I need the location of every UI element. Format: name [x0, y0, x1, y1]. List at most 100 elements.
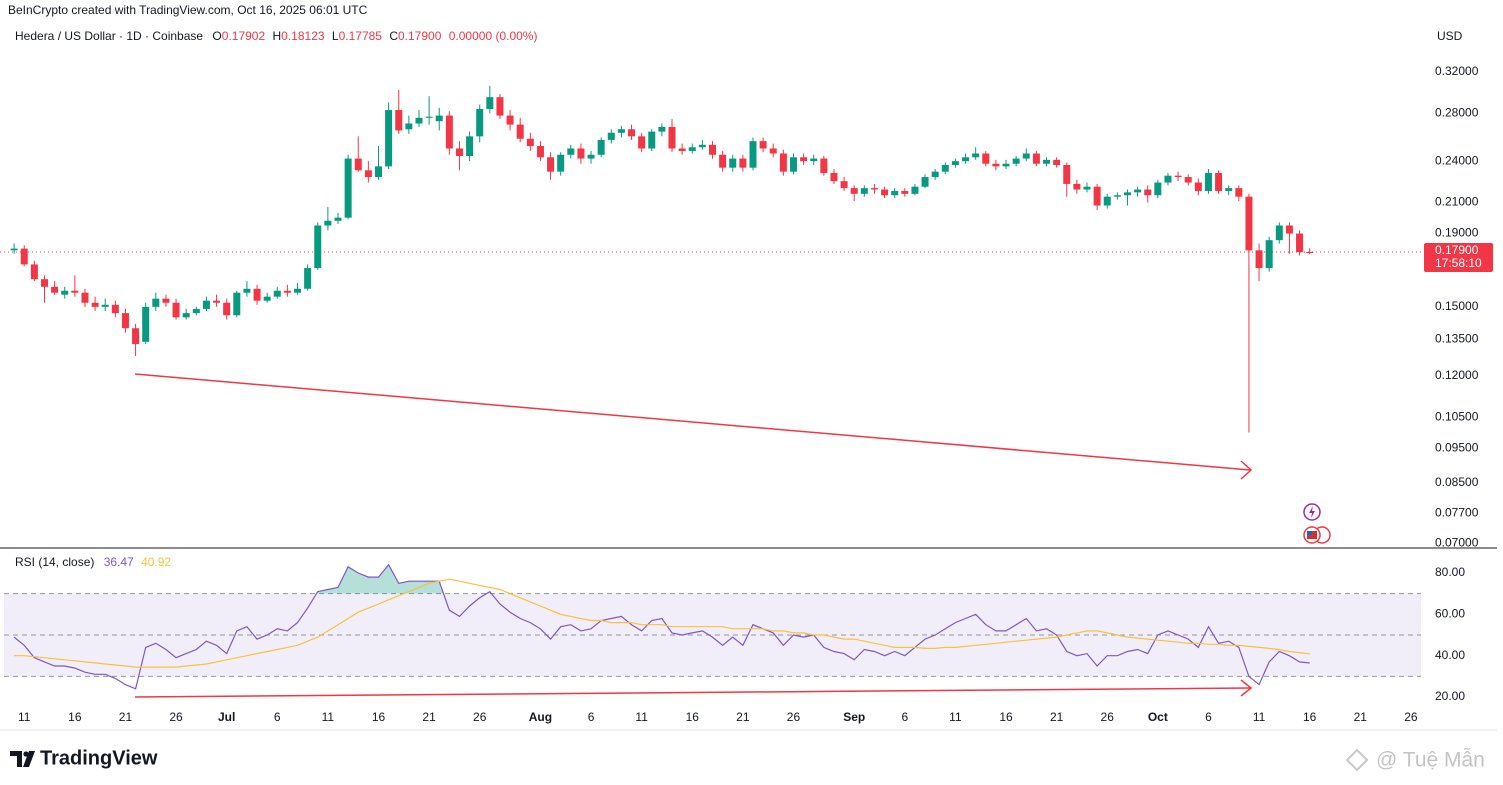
candle-body — [840, 181, 848, 189]
candle-body — [1235, 188, 1243, 197]
candle-body — [628, 129, 636, 137]
y-tick-label: 0.12000 — [1435, 368, 1479, 382]
y-tick-label: 20.00 — [1435, 689, 1465, 703]
ohlc-value: 0.17902 — [222, 29, 266, 43]
candle-body — [152, 298, 160, 307]
candle-body — [547, 157, 555, 172]
candle-body — [709, 144, 716, 155]
candle-body — [860, 188, 868, 194]
candle-body — [536, 146, 544, 158]
ohlc-key: L — [332, 29, 339, 43]
x-tick-label: 16 — [999, 710, 1013, 724]
logo-mark — [10, 751, 22, 767]
candle-body — [314, 225, 322, 269]
candle-body — [142, 306, 150, 342]
candle-body — [1296, 233, 1304, 253]
candle-body — [1103, 196, 1111, 206]
x-tick-label: Aug — [529, 710, 552, 724]
y-tick-label: 0.13500 — [1435, 332, 1479, 346]
x-tick-label: 16 — [372, 710, 386, 724]
ohlc-key: O — [212, 29, 221, 43]
candle-body — [668, 126, 676, 149]
candle-body — [810, 158, 818, 162]
candle-body — [121, 313, 129, 329]
x-tick-label: 6 — [274, 710, 281, 724]
candle-body — [1093, 186, 1101, 206]
candle-body — [172, 302, 180, 318]
marks: 0.32000 0.28000 0.24000 0.21000 0.19000 0.150… — [0, 64, 1493, 724]
candle-body — [779, 153, 787, 172]
candle-body — [364, 170, 372, 178]
x-tick-label: 6 — [901, 710, 908, 724]
candle-body — [91, 302, 99, 307]
candle-body — [30, 264, 38, 280]
candle-body — [911, 186, 919, 194]
candle-body — [1285, 225, 1293, 234]
y-tick-label: 0.09500 — [1435, 441, 1479, 455]
candle-body — [354, 158, 362, 171]
candle-body — [597, 139, 605, 155]
candle-body — [263, 296, 271, 301]
candle-body — [931, 171, 939, 178]
last-price-label: 0.17900 — [1435, 243, 1479, 257]
candle-body — [111, 304, 119, 314]
candle-body — [1306, 252, 1314, 254]
ohlc-value: 0.17785 — [339, 29, 383, 43]
y-tick-label: 0.28000 — [1435, 106, 1479, 120]
candle-body — [1215, 172, 1223, 191]
candle-body — [850, 188, 858, 194]
y-tick-label: 80.00 — [1435, 565, 1465, 579]
candle-body — [1073, 183, 1081, 190]
candle-body — [425, 116, 433, 118]
last-price-box — [1424, 243, 1493, 273]
ohlc-value: 0.17900 — [398, 29, 442, 43]
candle-body — [607, 132, 615, 140]
candle-body — [415, 117, 423, 124]
legend: Hedera / US Dollar · 1D · Coinbase O0.17… — [15, 29, 537, 43]
candle-body — [516, 124, 524, 139]
y-tick-label: 0.24000 — [1435, 153, 1479, 167]
candle-body — [1032, 153, 1040, 164]
candle-body — [344, 158, 352, 218]
candle-body — [304, 268, 312, 289]
y-tick-label: 0.21000 — [1435, 195, 1479, 209]
x-tick-label: 26 — [1101, 710, 1115, 724]
rsi-value: 36.47 — [104, 555, 134, 569]
candle-body — [374, 166, 382, 178]
x-tick-label: Oct — [1148, 710, 1168, 724]
candle-body — [729, 158, 737, 168]
candle-body — [1184, 177, 1192, 183]
y-tick-label: 0.07000 — [1435, 535, 1479, 549]
event-icons[interactable] — [1303, 503, 1331, 544]
candle-body — [233, 292, 241, 316]
candle-body — [1012, 158, 1020, 164]
candle-body — [921, 177, 929, 187]
candle-body — [1174, 175, 1182, 178]
symbol: Hedera / US Dollar · 1D · Coinbase — [15, 29, 203, 43]
arrow-head — [1240, 460, 1253, 480]
x-tick-label: Jul — [218, 710, 235, 724]
x-tick-label: 26 — [473, 710, 487, 724]
candle-body — [769, 148, 777, 154]
candle-body — [567, 148, 575, 155]
candle-body — [719, 154, 727, 168]
candle-body — [1275, 225, 1283, 241]
ohlc-key: H — [273, 29, 282, 43]
candle-body — [243, 288, 251, 293]
candle-body — [385, 110, 393, 167]
trendlines — [134, 373, 1253, 698]
y-tick-label: 60.00 — [1435, 606, 1465, 620]
candle-body — [213, 300, 221, 303]
candle-body — [223, 302, 231, 316]
currency: USD — [1437, 29, 1463, 43]
candle-body — [1194, 182, 1202, 191]
x-tick-label: 26 — [787, 710, 801, 724]
x-tick-label: 21 — [1050, 710, 1064, 724]
candle-body — [476, 108, 484, 137]
y-tick-label: 40.00 — [1435, 648, 1465, 662]
candle-body — [162, 298, 170, 303]
candle-body — [1255, 250, 1263, 269]
x-tick-label: 16 — [1303, 710, 1317, 724]
arrow-head — [1240, 679, 1253, 697]
